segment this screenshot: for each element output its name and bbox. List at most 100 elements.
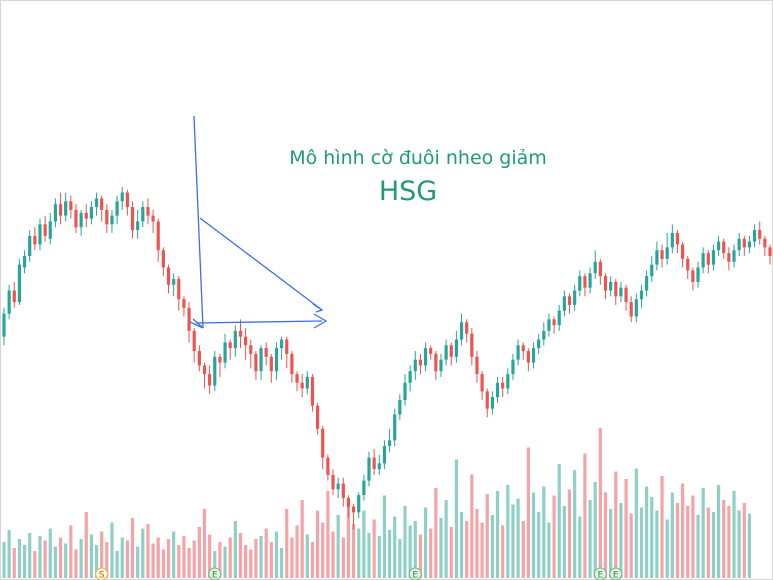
volume-bar	[274, 531, 279, 578]
candle	[413, 351, 417, 380]
candle-body	[603, 276, 608, 291]
earnings-event-marker[interactable]: E	[609, 567, 623, 580]
volume-bar	[213, 551, 217, 578]
marker-label: E	[412, 571, 418, 580]
candle	[238, 319, 243, 349]
volume-bar	[696, 515, 700, 578]
candle-body	[100, 198, 104, 210]
candle	[686, 256, 690, 280]
volume-bar	[269, 542, 273, 578]
split-event-marker[interactable]: S	[95, 567, 109, 580]
volume-bar	[28, 533, 32, 578]
candle	[449, 342, 453, 366]
candle-body	[645, 276, 649, 291]
candle-body	[285, 339, 289, 354]
candle	[305, 371, 309, 395]
candle-body	[423, 348, 428, 366]
volume-bar	[228, 537, 232, 578]
volume-bar	[454, 459, 458, 578]
volume-bar	[316, 510, 320, 578]
candle-body	[151, 215, 155, 222]
candle-body	[439, 359, 443, 372]
candle-body	[686, 258, 690, 271]
volume-bar	[377, 536, 381, 578]
candle	[624, 284, 628, 311]
candle	[141, 201, 145, 228]
candle-body	[562, 296, 566, 311]
volume-bar	[650, 497, 654, 578]
candle-body	[681, 244, 685, 259]
candle-body	[161, 250, 165, 268]
candle-body	[69, 201, 73, 210]
volume-bar	[295, 525, 299, 578]
candle	[547, 313, 551, 337]
candle	[300, 374, 304, 398]
price-candles	[2, 186, 772, 530]
candle	[202, 362, 207, 389]
candle-body	[747, 241, 752, 248]
candle	[521, 342, 525, 360]
candle	[377, 454, 381, 475]
candle	[418, 353, 423, 375]
candle-body	[624, 287, 628, 303]
candle-body	[22, 256, 27, 268]
arrow-head-upper	[312, 303, 324, 313]
volume-bar	[326, 491, 330, 578]
candle	[670, 224, 674, 254]
candle-body	[752, 230, 757, 242]
volume-bar	[470, 474, 474, 578]
candle-body	[136, 221, 140, 231]
volume-bar	[418, 534, 423, 578]
candle-body	[372, 457, 376, 470]
volume-bar	[603, 492, 608, 578]
chart-title: Mô hình cờ đuôi nheo giảm	[289, 147, 547, 169]
candle	[372, 448, 376, 475]
candle	[331, 469, 335, 496]
candle	[269, 353, 273, 383]
candle	[403, 374, 407, 406]
volume-bar	[701, 488, 705, 578]
candle-body	[691, 270, 695, 282]
candle	[7, 284, 11, 320]
volume-bar	[459, 512, 464, 578]
candle-body	[495, 382, 500, 398]
candle-body	[53, 204, 58, 222]
candle-body	[675, 232, 680, 245]
candle-body	[639, 290, 644, 300]
candle	[758, 221, 762, 245]
volume-bar	[290, 537, 294, 578]
candle-body	[321, 428, 325, 458]
candle-body	[609, 281, 613, 291]
candle	[485, 388, 489, 418]
candle	[208, 365, 212, 395]
candle-body	[722, 241, 726, 254]
earnings-event-marker[interactable]: E	[408, 567, 422, 580]
candle	[583, 273, 587, 297]
candle-body	[665, 247, 669, 259]
volume-bar	[711, 512, 716, 578]
candle-body	[280, 339, 284, 349]
volume-bar	[84, 512, 88, 578]
candle-body	[701, 253, 705, 268]
candle	[125, 189, 129, 216]
candle-body	[634, 299, 638, 317]
volume-bar	[7, 530, 11, 578]
volume-bar	[691, 495, 695, 578]
volume-bar	[475, 509, 479, 578]
arrow-head-lower	[189, 318, 204, 329]
volume-bar	[660, 476, 664, 578]
candle	[552, 316, 556, 334]
candle	[459, 313, 464, 346]
volume-bar	[331, 531, 335, 578]
earnings-event-marker[interactable]: E	[208, 567, 222, 580]
candle	[742, 235, 746, 256]
candle-body	[408, 371, 412, 383]
volume-bar	[357, 528, 361, 578]
volume-bar	[285, 509, 289, 578]
candle	[408, 365, 412, 392]
candle-body	[300, 382, 304, 389]
volume-bar	[89, 534, 93, 578]
volume-bar	[202, 509, 207, 578]
earnings-event-marker[interactable]: E	[593, 567, 607, 580]
candle-body	[413, 359, 417, 372]
